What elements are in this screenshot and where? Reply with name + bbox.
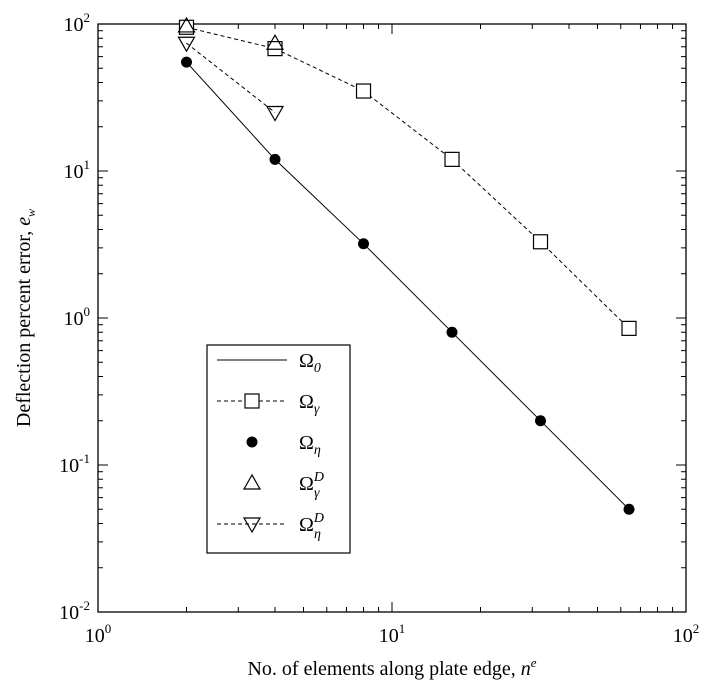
legend-entry: Ωη: [246, 432, 321, 458]
series-2: [181, 56, 635, 515]
dot-marker: [623, 503, 635, 515]
square-marker: [244, 393, 260, 409]
square-marker: [355, 83, 372, 99]
plot-frame: [97, 23, 687, 613]
legend-label: Ωη: [299, 432, 321, 458]
series-4: [177, 36, 285, 122]
y-axis-label: Deflection percent error, ew: [13, 209, 38, 427]
legend-entry: ΩD γ: [242, 470, 324, 501]
series-3: [177, 16, 285, 50]
triangle-up-marker: [265, 34, 285, 50]
triangle-up-marker: [177, 16, 196, 33]
square-marker: [621, 320, 637, 336]
dot-marker: [535, 415, 547, 427]
legend: Ω0 Ωγ Ωη ΩD γ ΩD η: [206, 344, 351, 554]
square-marker: [444, 151, 460, 167]
series-1: [178, 19, 637, 336]
triangle-up-marker: [242, 473, 262, 490]
dot-marker: [246, 436, 258, 448]
legend-box: [206, 344, 351, 554]
square-marker: [532, 234, 549, 250]
triangle-down-marker: [265, 105, 285, 122]
y-tick-label: 102: [64, 10, 91, 36]
legend-entry: ΩD η: [217, 511, 324, 542]
series-line: [186, 42, 276, 113]
series-line: [186, 26, 630, 329]
axis-ticks: 100 101 102 10-2 10-1 100 101 102: [59, 10, 699, 647]
legend-entry: Ω0: [217, 350, 321, 376]
x-axis-label: No. of elements along plate edge, ne: [247, 655, 536, 680]
y-tick-label: 10-1: [59, 451, 90, 477]
legend-entry: Ωγ: [217, 391, 320, 417]
dot-marker: [181, 56, 193, 68]
dot-marker: [269, 153, 281, 165]
series-0: [186, 61, 630, 510]
x-tick-label: 102: [673, 621, 700, 647]
legend-label: ΩD η: [299, 511, 324, 542]
dot-marker: [358, 238, 370, 250]
legend-label: ΩD γ: [299, 470, 324, 501]
series-layer: [177, 16, 637, 515]
y-tick-label: 101: [64, 157, 91, 183]
triangle-down-marker: [242, 517, 262, 534]
triangle-down-marker: [177, 36, 196, 53]
dot-marker: [446, 326, 458, 338]
x-tick-label: 101: [379, 621, 406, 647]
legend-label: Ω0: [299, 350, 321, 376]
y-tick-label: 100: [64, 304, 91, 330]
series-line: [186, 61, 630, 510]
x-tick-label: 100: [85, 621, 112, 647]
y-tick-label: 10-2: [59, 598, 90, 624]
legend-label: Ωγ: [299, 391, 320, 417]
